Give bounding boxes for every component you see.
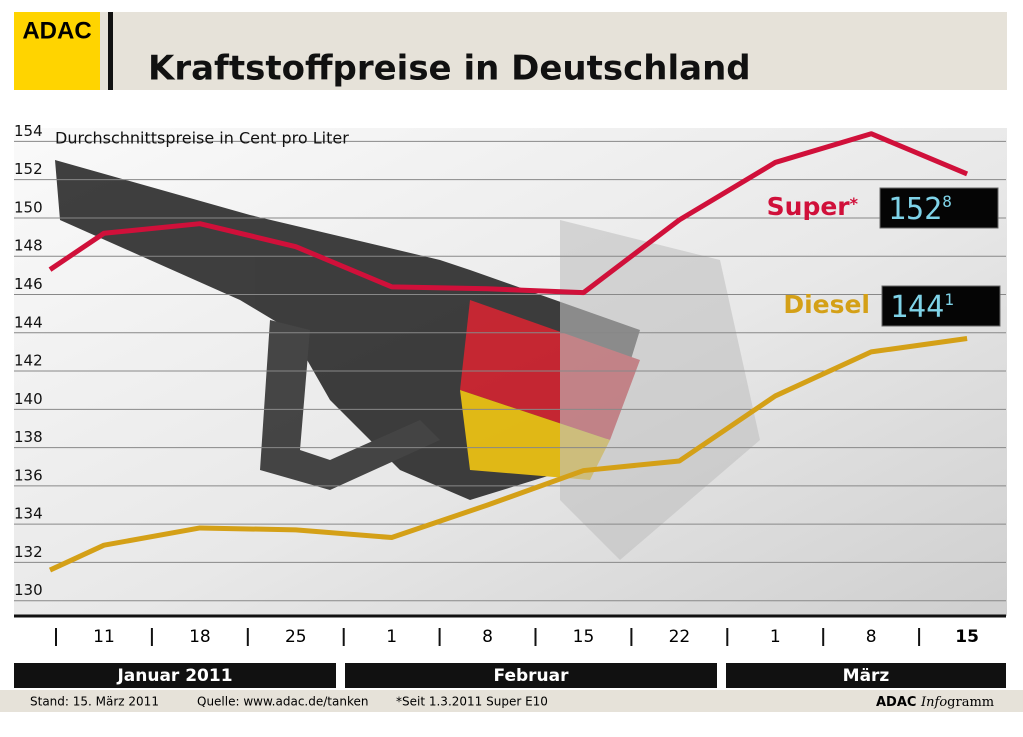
header-band (14, 12, 1007, 90)
legend-label: Super* (767, 192, 859, 221)
footer-note: *Seit 1.3.2011 Super E10 (396, 695, 548, 709)
y-tick-label: 142 (14, 352, 43, 370)
legend-name: Diesel (783, 290, 870, 319)
x-tick-label: 8 (482, 627, 493, 647)
nozzle-illustration (55, 160, 760, 560)
x-tick-label: 1 (386, 627, 397, 647)
brand: ADAC (876, 695, 916, 710)
month-label: Januar 2011 (116, 666, 232, 686)
legend-name: Super (767, 192, 851, 221)
x-tick-label: 22 (669, 627, 691, 647)
series-line (48, 131, 969, 296)
legend-label: Diesel (783, 290, 870, 319)
footer-source: Quelle: www.adac.de/tanken (197, 695, 368, 709)
month-band (345, 663, 717, 688)
logo-box (14, 12, 100, 90)
price-display (881, 285, 1001, 327)
y-tick-label: 132 (14, 543, 43, 561)
display-decimal: 1 (944, 290, 954, 309)
y-tick-label: 148 (14, 237, 43, 255)
y-tick-label: 140 (14, 390, 43, 408)
x-tick-label: 15 (573, 627, 595, 647)
y-tick-label: 134 (14, 505, 43, 523)
y-tick-label: 138 (14, 428, 43, 446)
x-tick-label: 8 (866, 627, 877, 647)
price-display-text: 1528 (888, 192, 952, 227)
series-line (48, 336, 968, 573)
brand-italic: Info (920, 695, 947, 710)
month-label: März (843, 666, 890, 686)
logo: ADAC (22, 17, 91, 44)
x-tick-label: 25 (285, 627, 307, 647)
display-decimal: 8 (942, 192, 952, 211)
x-tick-label: 1 (770, 627, 781, 647)
y-tick-label: 152 (14, 160, 43, 178)
x-tick-label: 15 (955, 627, 979, 647)
divider (108, 12, 113, 90)
chart-title: Kraftstoffpreise in Deutschland (148, 49, 751, 89)
footer-brand: ADAC Infogramm (876, 695, 994, 710)
month-band (14, 663, 336, 688)
y-tick-label: 136 (14, 466, 43, 484)
legend-marker: * (850, 194, 859, 213)
y-tick-label: 146 (14, 275, 43, 293)
month-band (726, 663, 1006, 688)
brand-rest: gramm (947, 695, 994, 710)
price-display-text: 1441 (890, 290, 954, 325)
display-main: 144 (890, 290, 944, 325)
y-tick-label: 130 (14, 581, 43, 599)
display-main: 152 (888, 192, 942, 227)
y-tick-label: 150 (14, 198, 43, 216)
y-tick-label: 144 (14, 313, 43, 331)
x-tick-label: 11 (93, 627, 115, 647)
footer-stand: Stand: 15. März 2011 (30, 695, 159, 709)
month-label: Februar (494, 666, 570, 686)
subtitle: Durchschnittspreise in Cent pro Liter (55, 129, 349, 148)
footer-band (0, 690, 1023, 712)
price-display (879, 187, 999, 229)
x-tick-label: 18 (189, 627, 211, 647)
y-tick-label: 154 (14, 122, 43, 140)
